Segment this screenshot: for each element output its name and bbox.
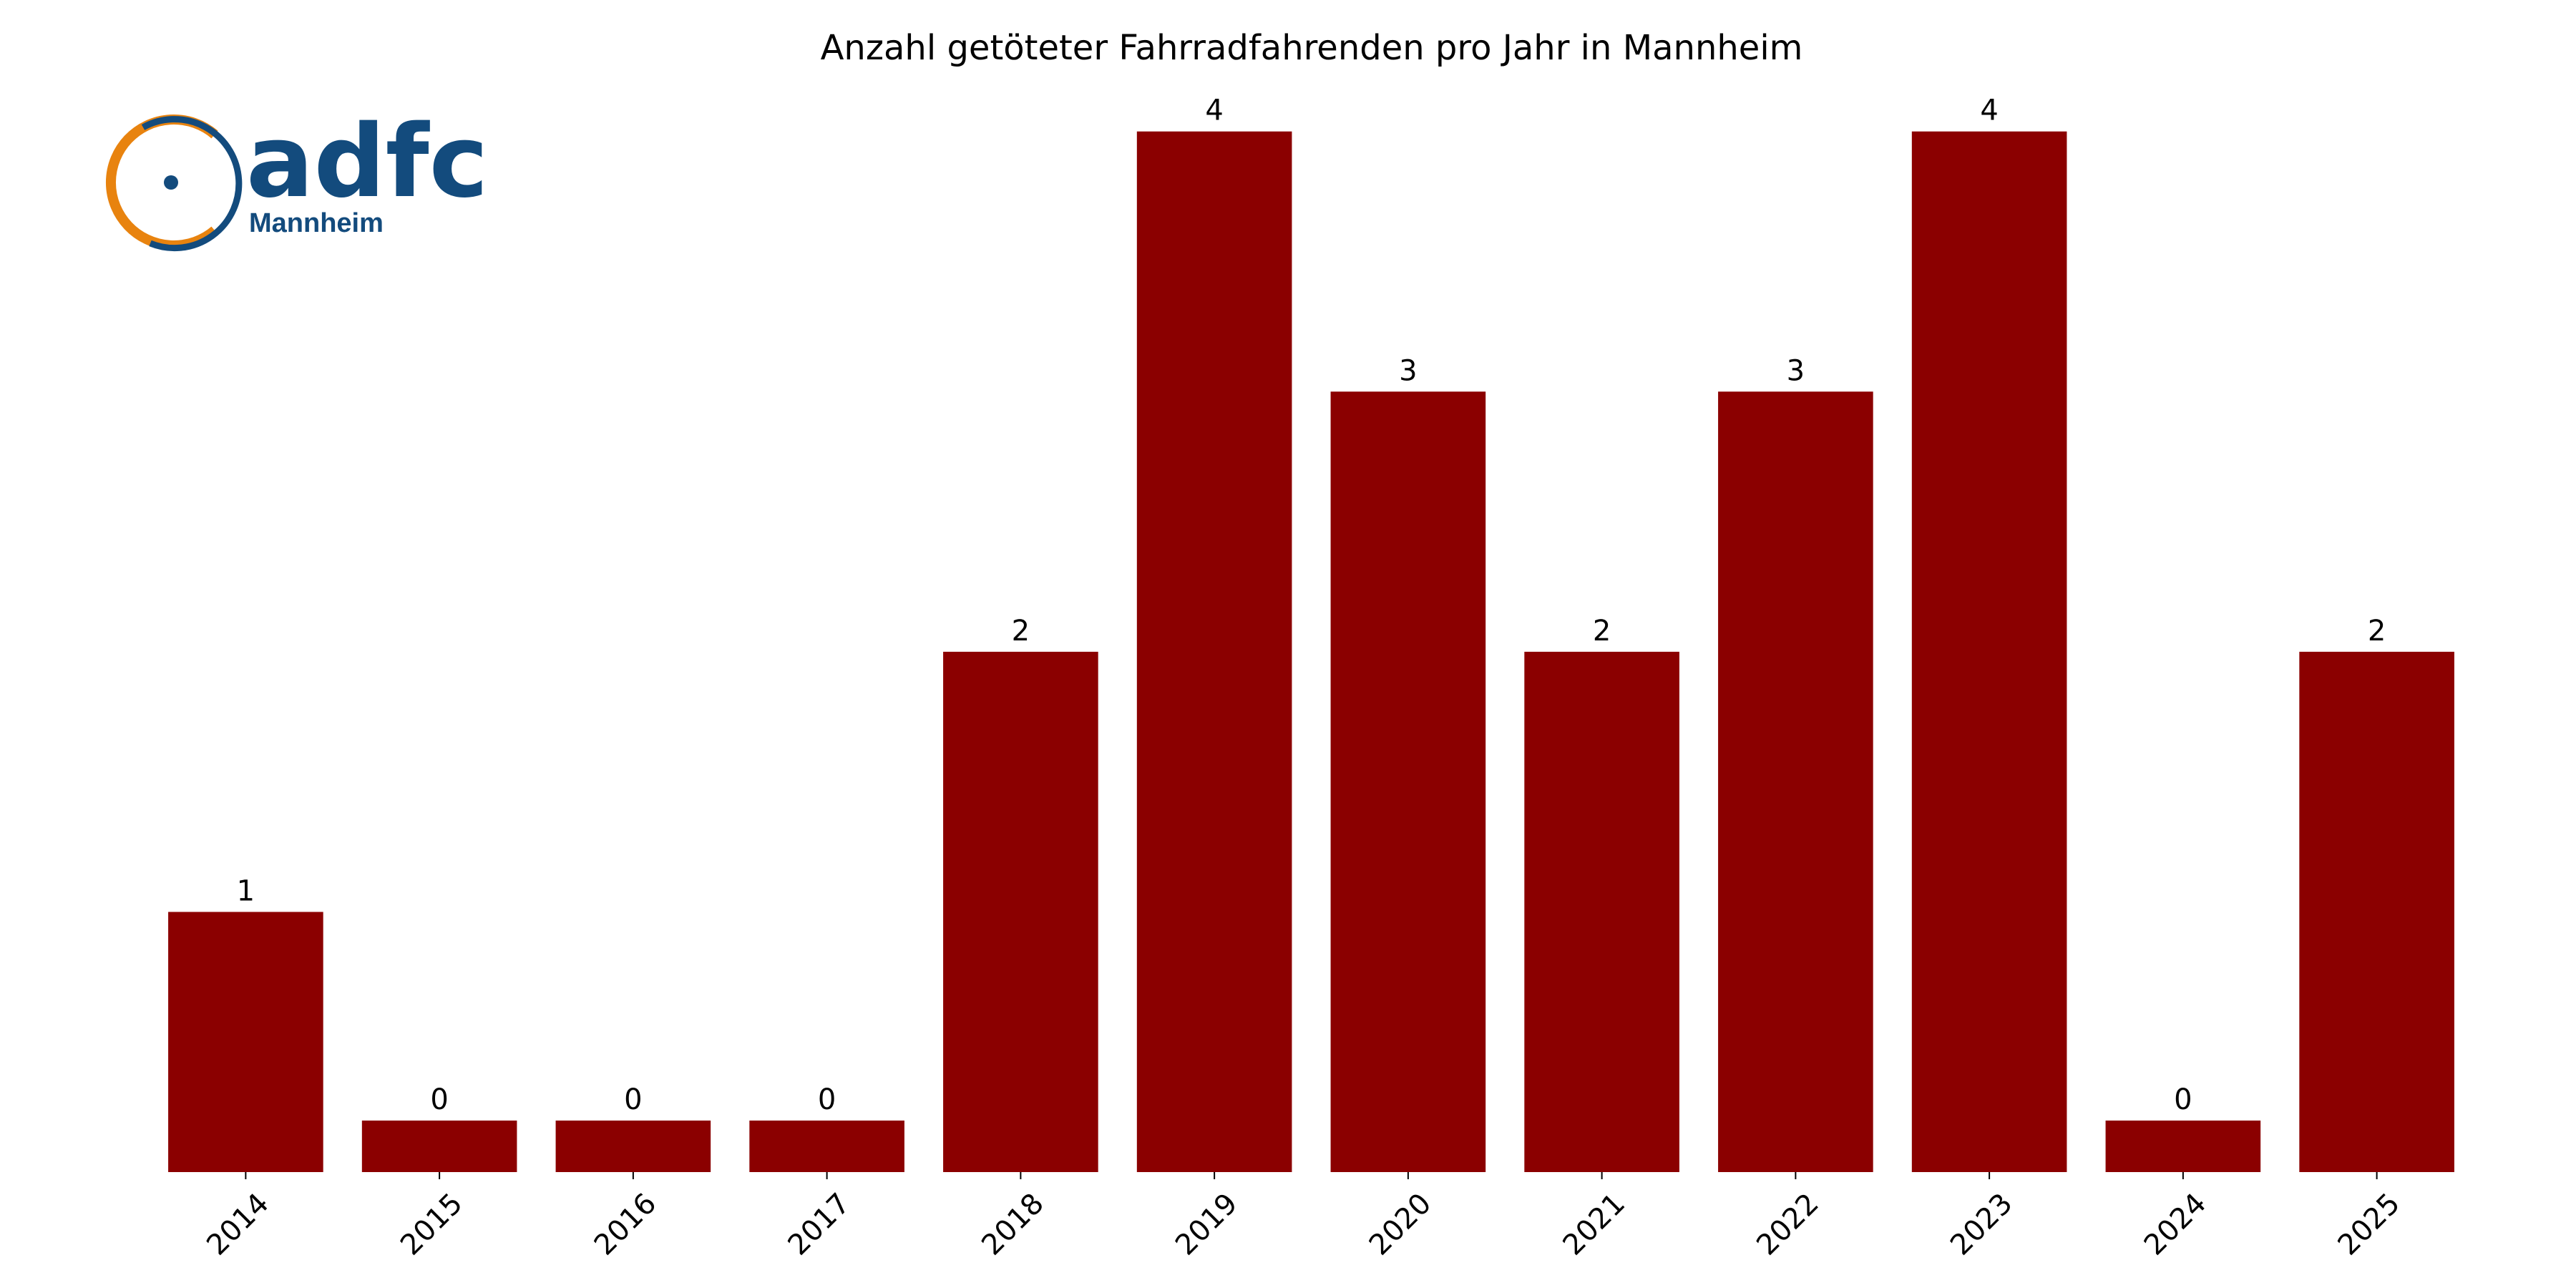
value-label: 0 xyxy=(430,1083,448,1116)
logo-dot xyxy=(164,175,178,190)
value-label: 1 xyxy=(237,874,255,907)
bar xyxy=(1718,391,1873,1173)
value-label: 4 xyxy=(1980,94,1998,127)
bar xyxy=(1911,131,2067,1173)
logo-subtext: Mannheim xyxy=(249,208,384,238)
value-label: 2 xyxy=(2368,615,2386,648)
logo-arc-orange xyxy=(105,114,218,250)
value-label: 0 xyxy=(2174,1083,2192,1116)
value-label: 2 xyxy=(1593,615,1611,648)
bar xyxy=(361,1121,517,1172)
logo: adfc Mannheim xyxy=(105,104,489,252)
x-tick-label: 2020 xyxy=(1363,1187,1438,1262)
bar xyxy=(943,651,1098,1172)
bar xyxy=(555,1121,711,1172)
bar xyxy=(749,1121,904,1172)
x-tick-label: 2019 xyxy=(1169,1187,1244,1262)
bar xyxy=(2105,1121,2261,1172)
x-tick-label: 2025 xyxy=(2332,1187,2407,1262)
logo-text: adfc xyxy=(246,104,489,220)
value-label: 0 xyxy=(818,1083,836,1116)
x-tick-label: 2015 xyxy=(394,1187,469,1262)
x-tick-label: 2016 xyxy=(588,1187,663,1262)
bar xyxy=(1524,651,1679,1172)
bar xyxy=(2299,651,2454,1172)
x-tick-label: 2024 xyxy=(2138,1187,2213,1262)
value-label: 3 xyxy=(1787,354,1805,387)
bar xyxy=(168,912,323,1172)
x-tick-label: 2023 xyxy=(1944,1187,2019,1262)
chart-title: Anzahl getöteter Fahrradfahrenden pro Ja… xyxy=(821,28,1803,68)
value-label: 3 xyxy=(1399,354,1417,387)
value-label: 2 xyxy=(1012,615,1030,648)
bar xyxy=(1136,131,1292,1173)
x-tick-label: 2014 xyxy=(200,1187,275,1262)
value-label: 4 xyxy=(1205,94,1223,127)
x-tick-label: 2021 xyxy=(1557,1187,1632,1262)
logo-arc-blue xyxy=(141,116,243,252)
x-tick-label: 2022 xyxy=(1750,1187,1825,1262)
bar xyxy=(1330,391,1486,1173)
x-tick-label: 2018 xyxy=(975,1187,1050,1262)
x-tick-label: 2017 xyxy=(782,1187,857,1262)
value-label: 0 xyxy=(624,1083,642,1116)
